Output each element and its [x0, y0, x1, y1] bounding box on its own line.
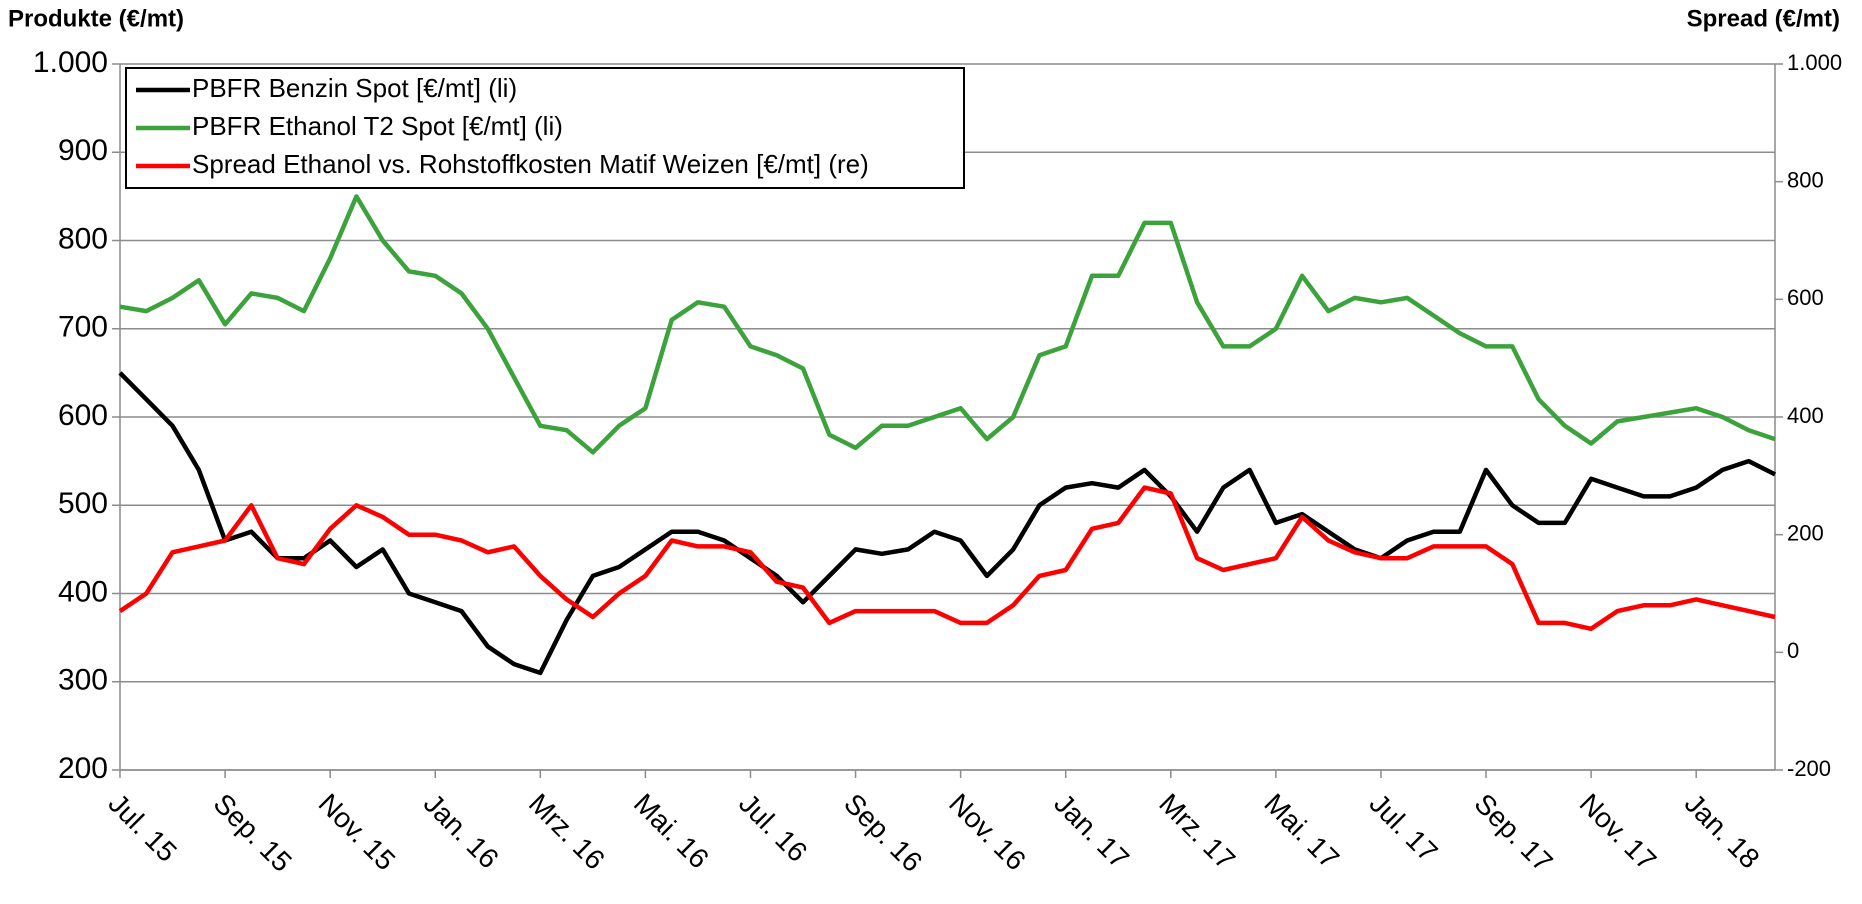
x-tick-label: Jan. 16	[418, 788, 505, 875]
x-tick-label: Sep. 16	[838, 788, 928, 878]
y2-axis-label: Spread (€/mt)	[1687, 5, 1840, 32]
x-tick-label: Mrz. 17	[1153, 788, 1241, 876]
x-tick-label: Sep. 17	[1469, 788, 1559, 878]
series-line	[118, 371, 1777, 676]
y2-tick-label: 1.000	[1787, 50, 1842, 75]
y-tick-label: 400	[58, 575, 108, 608]
legend-label: PBFR Benzin Spot [€/mt] (li)	[192, 73, 517, 103]
x-tick-label: Jul. 16	[733, 788, 813, 868]
x-tick-label: Sep. 15	[208, 788, 298, 878]
x-tick-label: Mrz. 16	[523, 788, 611, 876]
legend-label: Spread Ethanol vs. Rohstoffkosten Matif …	[192, 149, 869, 179]
y-axis-label: Produkte (€/mt)	[8, 5, 184, 32]
x-tick-label: Nov. 17	[1574, 788, 1663, 877]
legend-box	[125, 67, 965, 189]
legend-label: PBFR Ethanol T2 Spot [€/mt] (li)	[192, 111, 563, 141]
series-line	[118, 485, 1776, 632]
legend: PBFR Benzin Spot [€/mt] (li) PBFR Ethanol…	[125, 67, 965, 189]
x-tick-label: Jan. 18	[1679, 788, 1766, 875]
y-tick-label: 700	[58, 311, 108, 344]
y-tick-label: 500	[58, 487, 108, 520]
x-tick-label: Mai. 16	[628, 788, 715, 875]
y-tick-label: 900	[58, 134, 108, 167]
y-tick-label: 600	[58, 399, 108, 432]
y2-tick-label: -200	[1787, 756, 1831, 781]
y-tick-label: 800	[58, 222, 108, 255]
x-tick-label: Jul. 15	[103, 788, 183, 868]
y2-tick-label: 800	[1787, 167, 1824, 192]
y2-tick-label: 600	[1787, 285, 1824, 310]
y-tick-label: 1.000	[33, 46, 108, 79]
y-tick-label: 200	[58, 752, 108, 785]
x-tick-label: Nov. 16	[943, 788, 1032, 877]
x-tick-label: Mai. 17	[1258, 788, 1345, 875]
series-line	[119, 194, 1776, 455]
y-tick-label: 300	[58, 664, 108, 697]
x-tick-label: Jan. 17	[1048, 788, 1135, 875]
x-tick-label: Nov. 15	[313, 788, 402, 877]
x-tick-label: Jul. 17	[1363, 788, 1443, 868]
y2-tick-label: 400	[1787, 403, 1824, 428]
y2-tick-label: 0	[1787, 638, 1799, 663]
y2-tick-label: 200	[1787, 520, 1824, 545]
